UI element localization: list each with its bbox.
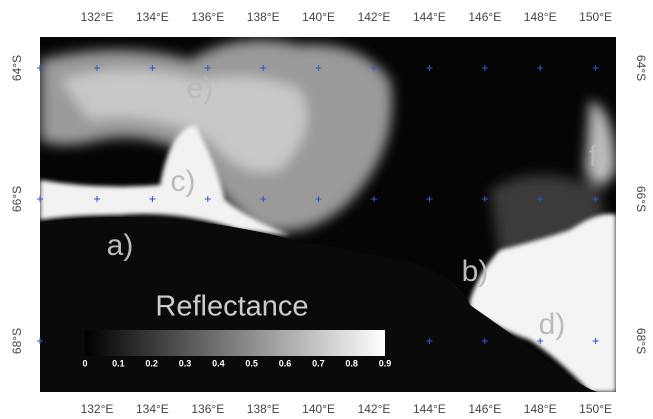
lon-label-top: 138°E (247, 10, 280, 24)
lat-label-right: 64°S (634, 55, 648, 81)
lat-label-left: 64°S (10, 55, 24, 81)
region-label: f) (589, 140, 607, 173)
lon-label-bottom: 132°E (81, 402, 114, 416)
colorbar-tick-label: 0.5 (245, 358, 258, 368)
map-figure: Reflectance 132°E 132°E 134°E 134°E 136°E 136… (0, 0, 653, 419)
colorbar-tick-label: 0.3 (179, 358, 192, 368)
colorbar-tick-label: 0.7 (312, 358, 325, 368)
colorbar-tick-label: 0.9 (379, 358, 392, 368)
lon-label-bottom: 138°E (247, 402, 280, 416)
colorbar-tick-label: 0 (82, 358, 87, 368)
region-label: b) (462, 255, 489, 288)
colorbar-tick-label: 0.8 (345, 358, 358, 368)
colorbar (85, 330, 385, 356)
lon-label-bottom: 140°E (302, 402, 335, 416)
lon-label-top: 134°E (136, 10, 169, 24)
lon-label-bottom: 136°E (191, 402, 224, 416)
lon-label-bottom: 146°E (468, 402, 501, 416)
colorbar-title: Reflectance (155, 291, 308, 323)
region-label: e) (187, 72, 214, 105)
lon-label-top: 148°E (524, 10, 557, 24)
lat-label-right: 68°S (634, 328, 648, 354)
region-label: a) (107, 229, 134, 262)
lon-label-top: 144°E (413, 10, 446, 24)
lon-label-top: 150°E (579, 10, 612, 24)
lon-label-top: 132°E (81, 10, 114, 24)
colorbar-tick-label: 0.2 (145, 358, 158, 368)
lon-label-bottom: 142°E (358, 402, 391, 416)
colorbar-tick-label: 0.6 (279, 358, 292, 368)
lon-label-top: 136°E (191, 10, 224, 24)
colorbar-tick-label: 0.4 (212, 358, 225, 368)
region-label: d) (539, 308, 566, 341)
lon-label-bottom: 148°E (524, 402, 557, 416)
lon-label-bottom: 150°E (579, 402, 612, 416)
lon-label-top: 146°E (468, 10, 501, 24)
region-label: c) (171, 165, 196, 198)
lon-label-bottom: 134°E (136, 402, 169, 416)
lon-label-top: 142°E (358, 10, 391, 24)
lat-label-left: 66°S (10, 186, 24, 212)
lon-label-top: 140°E (302, 10, 335, 24)
colorbar-tick-label: 0.1 (112, 358, 125, 368)
lat-label-right: 66°S (634, 186, 648, 212)
lon-label-bottom: 144°E (413, 402, 446, 416)
lat-label-left: 68°S (10, 328, 24, 354)
